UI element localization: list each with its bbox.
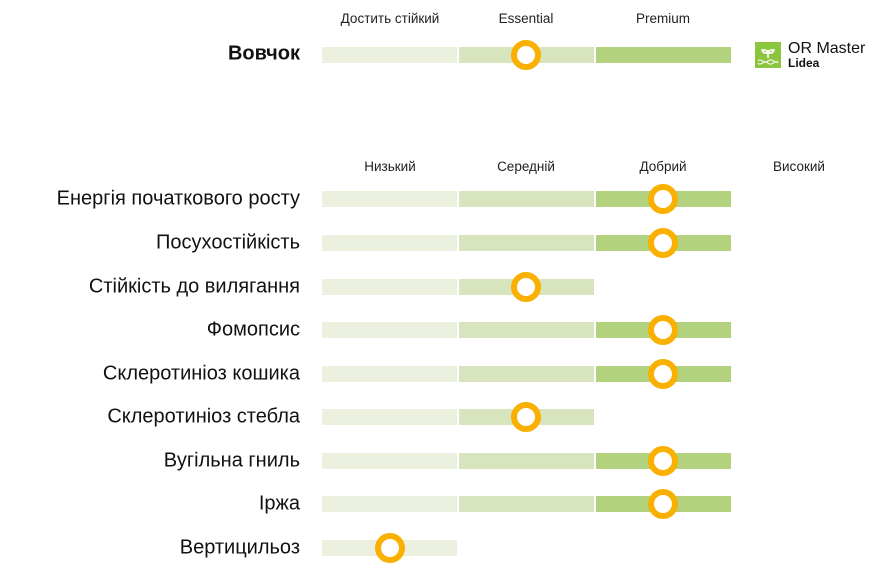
trait-rating-segment — [322, 235, 457, 251]
trait-label: Енергія початкового росту — [56, 187, 300, 210]
trait-label: Вугільна гниль — [163, 449, 300, 472]
trait-label: Склеротиніоз кошика — [102, 362, 300, 385]
logo-sub-text: Lidea — [788, 56, 820, 70]
top-header-1: Достить стійкий — [340, 11, 440, 26]
trait-rating-segment — [459, 496, 594, 512]
trait-rating-marker — [648, 359, 678, 389]
trait-label: Стійкість до вилягання — [88, 275, 300, 298]
trait-rating-marker — [511, 402, 541, 432]
trait-rating-marker — [648, 446, 678, 476]
trait-rating-marker — [648, 184, 678, 214]
trait-rating-marker — [375, 533, 405, 563]
trait-label: Посухостійкість — [156, 231, 300, 254]
logo: OR Master Lidea — [755, 40, 866, 70]
hybrid-title: Вовчок — [227, 42, 300, 65]
top-header-3: Premium — [635, 11, 690, 26]
top-header-2: Essential — [498, 11, 554, 26]
trait-rating-segment — [322, 366, 457, 382]
trait-label: Вертицильоз — [179, 536, 300, 559]
trait-rating-segment — [322, 496, 457, 512]
trait-rating-segment — [459, 191, 594, 207]
trait-rating-segment — [459, 322, 594, 338]
trait-header-1: Низький — [364, 159, 416, 174]
trait-header-3: Добрий — [639, 159, 687, 174]
trait-header-4: Високий — [773, 159, 825, 174]
trait-label: Фомопсис — [206, 318, 300, 341]
trait-label: Іржа — [258, 492, 300, 515]
trait-rating-segment — [322, 279, 457, 295]
top-rating-marker — [511, 40, 541, 70]
top-rating-segment — [596, 47, 731, 63]
trait-rating-marker — [648, 489, 678, 519]
trait-rating-marker — [511, 272, 541, 302]
trait-rating-marker — [648, 228, 678, 258]
trait-rating-segment — [322, 191, 457, 207]
trait-label: Склеротиніоз стебла — [107, 405, 300, 428]
trait-rating-segment — [322, 409, 457, 425]
trait-rating-segment — [459, 235, 594, 251]
trait-rating-marker — [648, 315, 678, 345]
top-rating-segment — [322, 47, 457, 63]
trait-header-2: Середній — [497, 159, 555, 174]
sprout-dna-icon — [755, 42, 781, 68]
logo-main-text: OR Master — [788, 40, 866, 57]
trait-rating-segment — [322, 453, 457, 469]
trait-rating-segment — [322, 322, 457, 338]
trait-rating-segment — [459, 453, 594, 469]
trait-rating-segment — [459, 366, 594, 382]
